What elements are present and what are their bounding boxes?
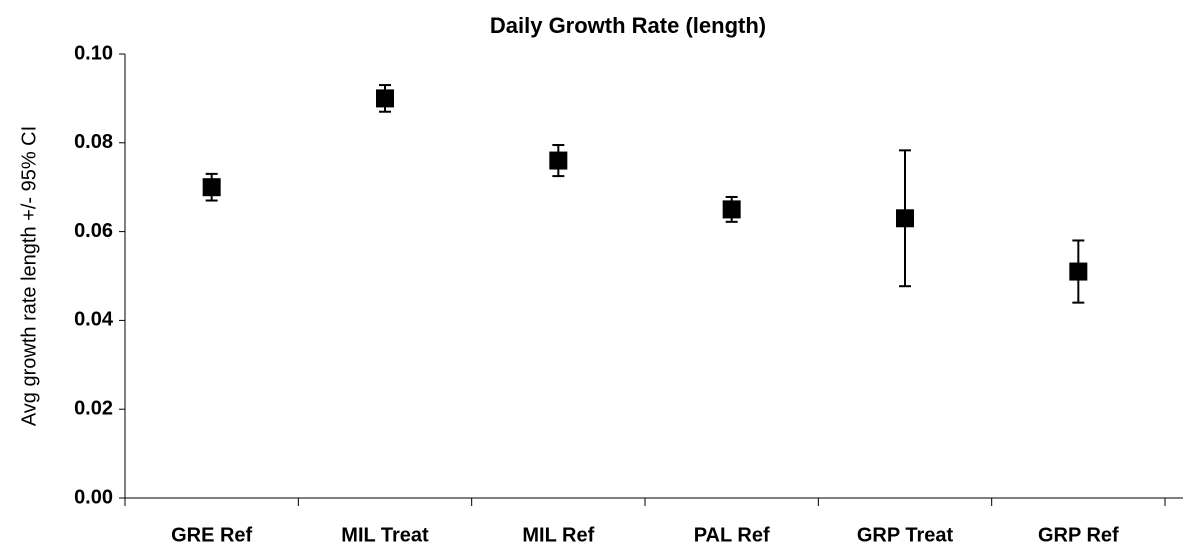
marker [896, 209, 914, 228]
y-tick-label: 0.00 [74, 486, 113, 508]
marker [722, 200, 741, 219]
x-tick-label: PAL Ref [694, 524, 770, 546]
y-tick-label: 0.06 [74, 220, 113, 242]
y-tick-label: 0.08 [74, 131, 113, 153]
y-tick-label: 0.02 [74, 397, 113, 419]
y-tick-label: 0.04 [74, 309, 114, 331]
x-tick-label: MIL Treat [341, 524, 429, 546]
marker [202, 178, 221, 197]
chart-title: Daily Growth Rate (length) [490, 13, 766, 38]
marker [549, 151, 568, 170]
y-axis-title: Avg growth rate length +/- 95% CI [18, 126, 40, 426]
marker [1069, 262, 1088, 281]
marker [376, 89, 394, 108]
x-tick-label: GRP Treat [857, 524, 954, 546]
x-tick-label: GRE Ref [171, 524, 252, 546]
y-tick-label: 0.10 [74, 42, 113, 64]
x-tick-label: GRP Ref [1038, 524, 1119, 546]
x-tick-label: MIL Ref [522, 524, 594, 546]
